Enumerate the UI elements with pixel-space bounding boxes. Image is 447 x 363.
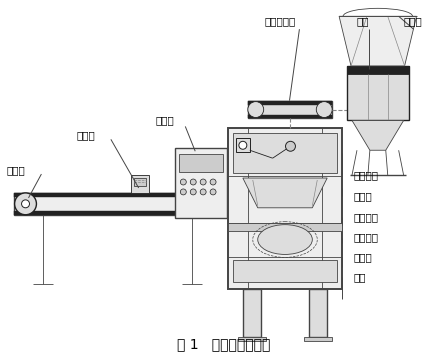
Polygon shape — [339, 16, 417, 66]
Text: 夹袋装置: 夹袋装置 — [354, 233, 379, 242]
Circle shape — [21, 200, 30, 208]
Text: 包装袋: 包装袋 — [354, 252, 373, 262]
Text: 图 1   结构组成示意图: 图 1 结构组成示意图 — [177, 337, 271, 351]
Circle shape — [15, 193, 37, 215]
Bar — [304, 337, 332, 341]
Bar — [175, 148, 227, 218]
Bar — [233, 133, 337, 173]
Circle shape — [190, 189, 196, 195]
Text: 缝纫机: 缝纫机 — [76, 130, 95, 140]
Text: 计量单元: 计量单元 — [354, 212, 379, 222]
Bar — [228, 223, 342, 231]
Bar — [236, 138, 250, 152]
Circle shape — [180, 179, 186, 185]
Polygon shape — [243, 178, 327, 208]
Bar — [347, 66, 409, 121]
Circle shape — [180, 189, 186, 195]
Circle shape — [316, 102, 332, 118]
Bar — [179, 154, 223, 172]
Bar — [248, 101, 332, 118]
Circle shape — [190, 179, 196, 185]
Circle shape — [210, 189, 216, 195]
Bar — [134, 178, 146, 186]
Text: 输送机: 输送机 — [7, 165, 25, 175]
Bar — [248, 114, 332, 118]
Bar — [13, 193, 232, 197]
Circle shape — [248, 102, 264, 118]
Bar — [309, 289, 327, 337]
Bar — [347, 66, 409, 74]
Ellipse shape — [258, 225, 312, 254]
Circle shape — [200, 179, 206, 185]
Bar — [233, 260, 337, 282]
Text: 缓冲斗: 缓冲斗 — [354, 191, 373, 201]
Circle shape — [286, 141, 295, 151]
Circle shape — [239, 141, 247, 149]
Bar — [248, 101, 332, 105]
Bar — [238, 337, 266, 341]
Bar — [228, 129, 342, 289]
Text: 过渡器: 过渡器 — [404, 16, 422, 26]
Text: 控制柜: 控制柜 — [156, 115, 174, 126]
Polygon shape — [352, 121, 404, 150]
Bar — [13, 211, 232, 215]
Bar — [243, 289, 261, 337]
Text: 支架: 支架 — [354, 272, 367, 282]
Text: 气动部分: 气动部分 — [354, 170, 379, 180]
Bar — [131, 175, 148, 193]
Circle shape — [200, 189, 206, 195]
Text: 皮带给料机: 皮带给料机 — [265, 16, 296, 26]
Circle shape — [210, 179, 216, 185]
Bar — [13, 193, 232, 215]
Text: 料仓: 料仓 — [357, 16, 370, 26]
